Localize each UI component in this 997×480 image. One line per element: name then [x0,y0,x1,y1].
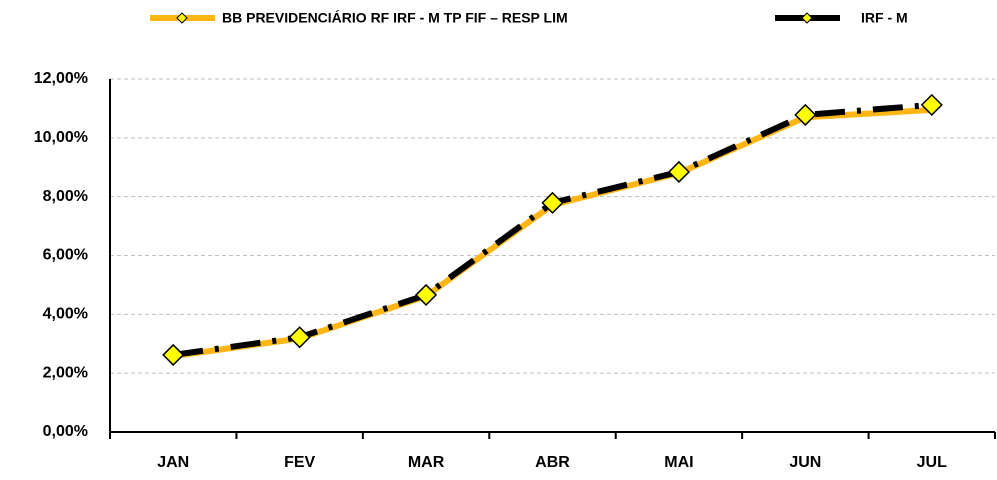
legend-marker [801,12,813,24]
legend-label: IRF - M [861,10,908,26]
point [920,93,943,116]
y-tick-label: 8,00% [43,188,88,205]
x-tick-label: FEV [284,454,315,471]
y-tick-label: 12,00% [34,70,88,87]
point [794,103,817,126]
x-tick-label: JAN [157,454,189,471]
point [415,283,438,306]
x-tick-label: JUL [917,454,947,471]
x-tick-label: MAR [408,454,445,471]
point [667,160,690,184]
legend-marker [176,12,188,24]
y-tick-label: 0,00% [43,423,88,440]
point [162,343,185,366]
point [541,191,564,214]
y-tick-label: 6,00% [43,247,88,264]
x-tick-label: MAI [664,454,693,471]
y-tick-label: 2,00% [43,364,88,381]
series-line [172,101,933,358]
series-line [172,106,932,360]
y-tick-label: 10,00% [34,129,88,146]
point [288,326,311,349]
y-tick-label: 4,00% [43,306,88,323]
legend-label: BB PREVIDENCIÁRIO RF IRF - M TP FIF – RE… [222,10,568,26]
x-tick-label: JUN [789,454,821,471]
x-tick-label: ABR [535,454,570,471]
